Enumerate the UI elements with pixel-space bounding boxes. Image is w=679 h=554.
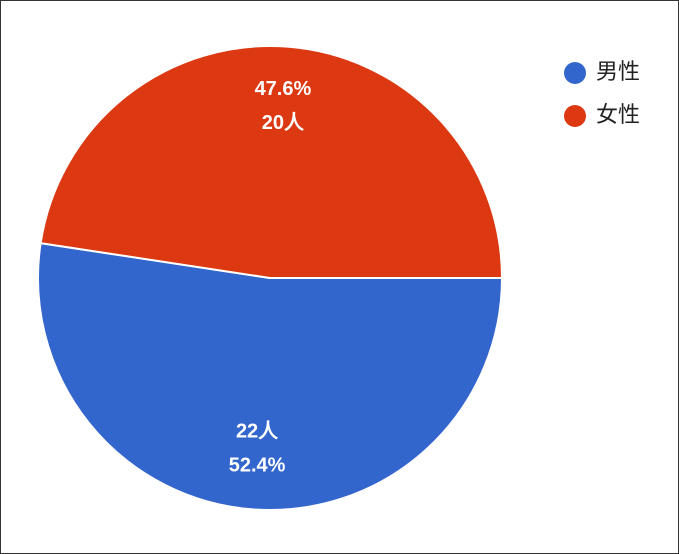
slice-percent-label: 52.4% [229,454,286,476]
slice-percent-label: 47.6% [255,78,312,100]
pie-slice [37,242,504,511]
legend-label: 男性 [596,59,640,84]
legend-label: 女性 [596,102,640,127]
legend-swatch [564,62,586,84]
slice-count-label: 22人 [236,419,279,442]
legend-swatch [564,105,586,127]
slice-count-label: 20人 [262,111,305,134]
pie-slice [39,45,504,279]
